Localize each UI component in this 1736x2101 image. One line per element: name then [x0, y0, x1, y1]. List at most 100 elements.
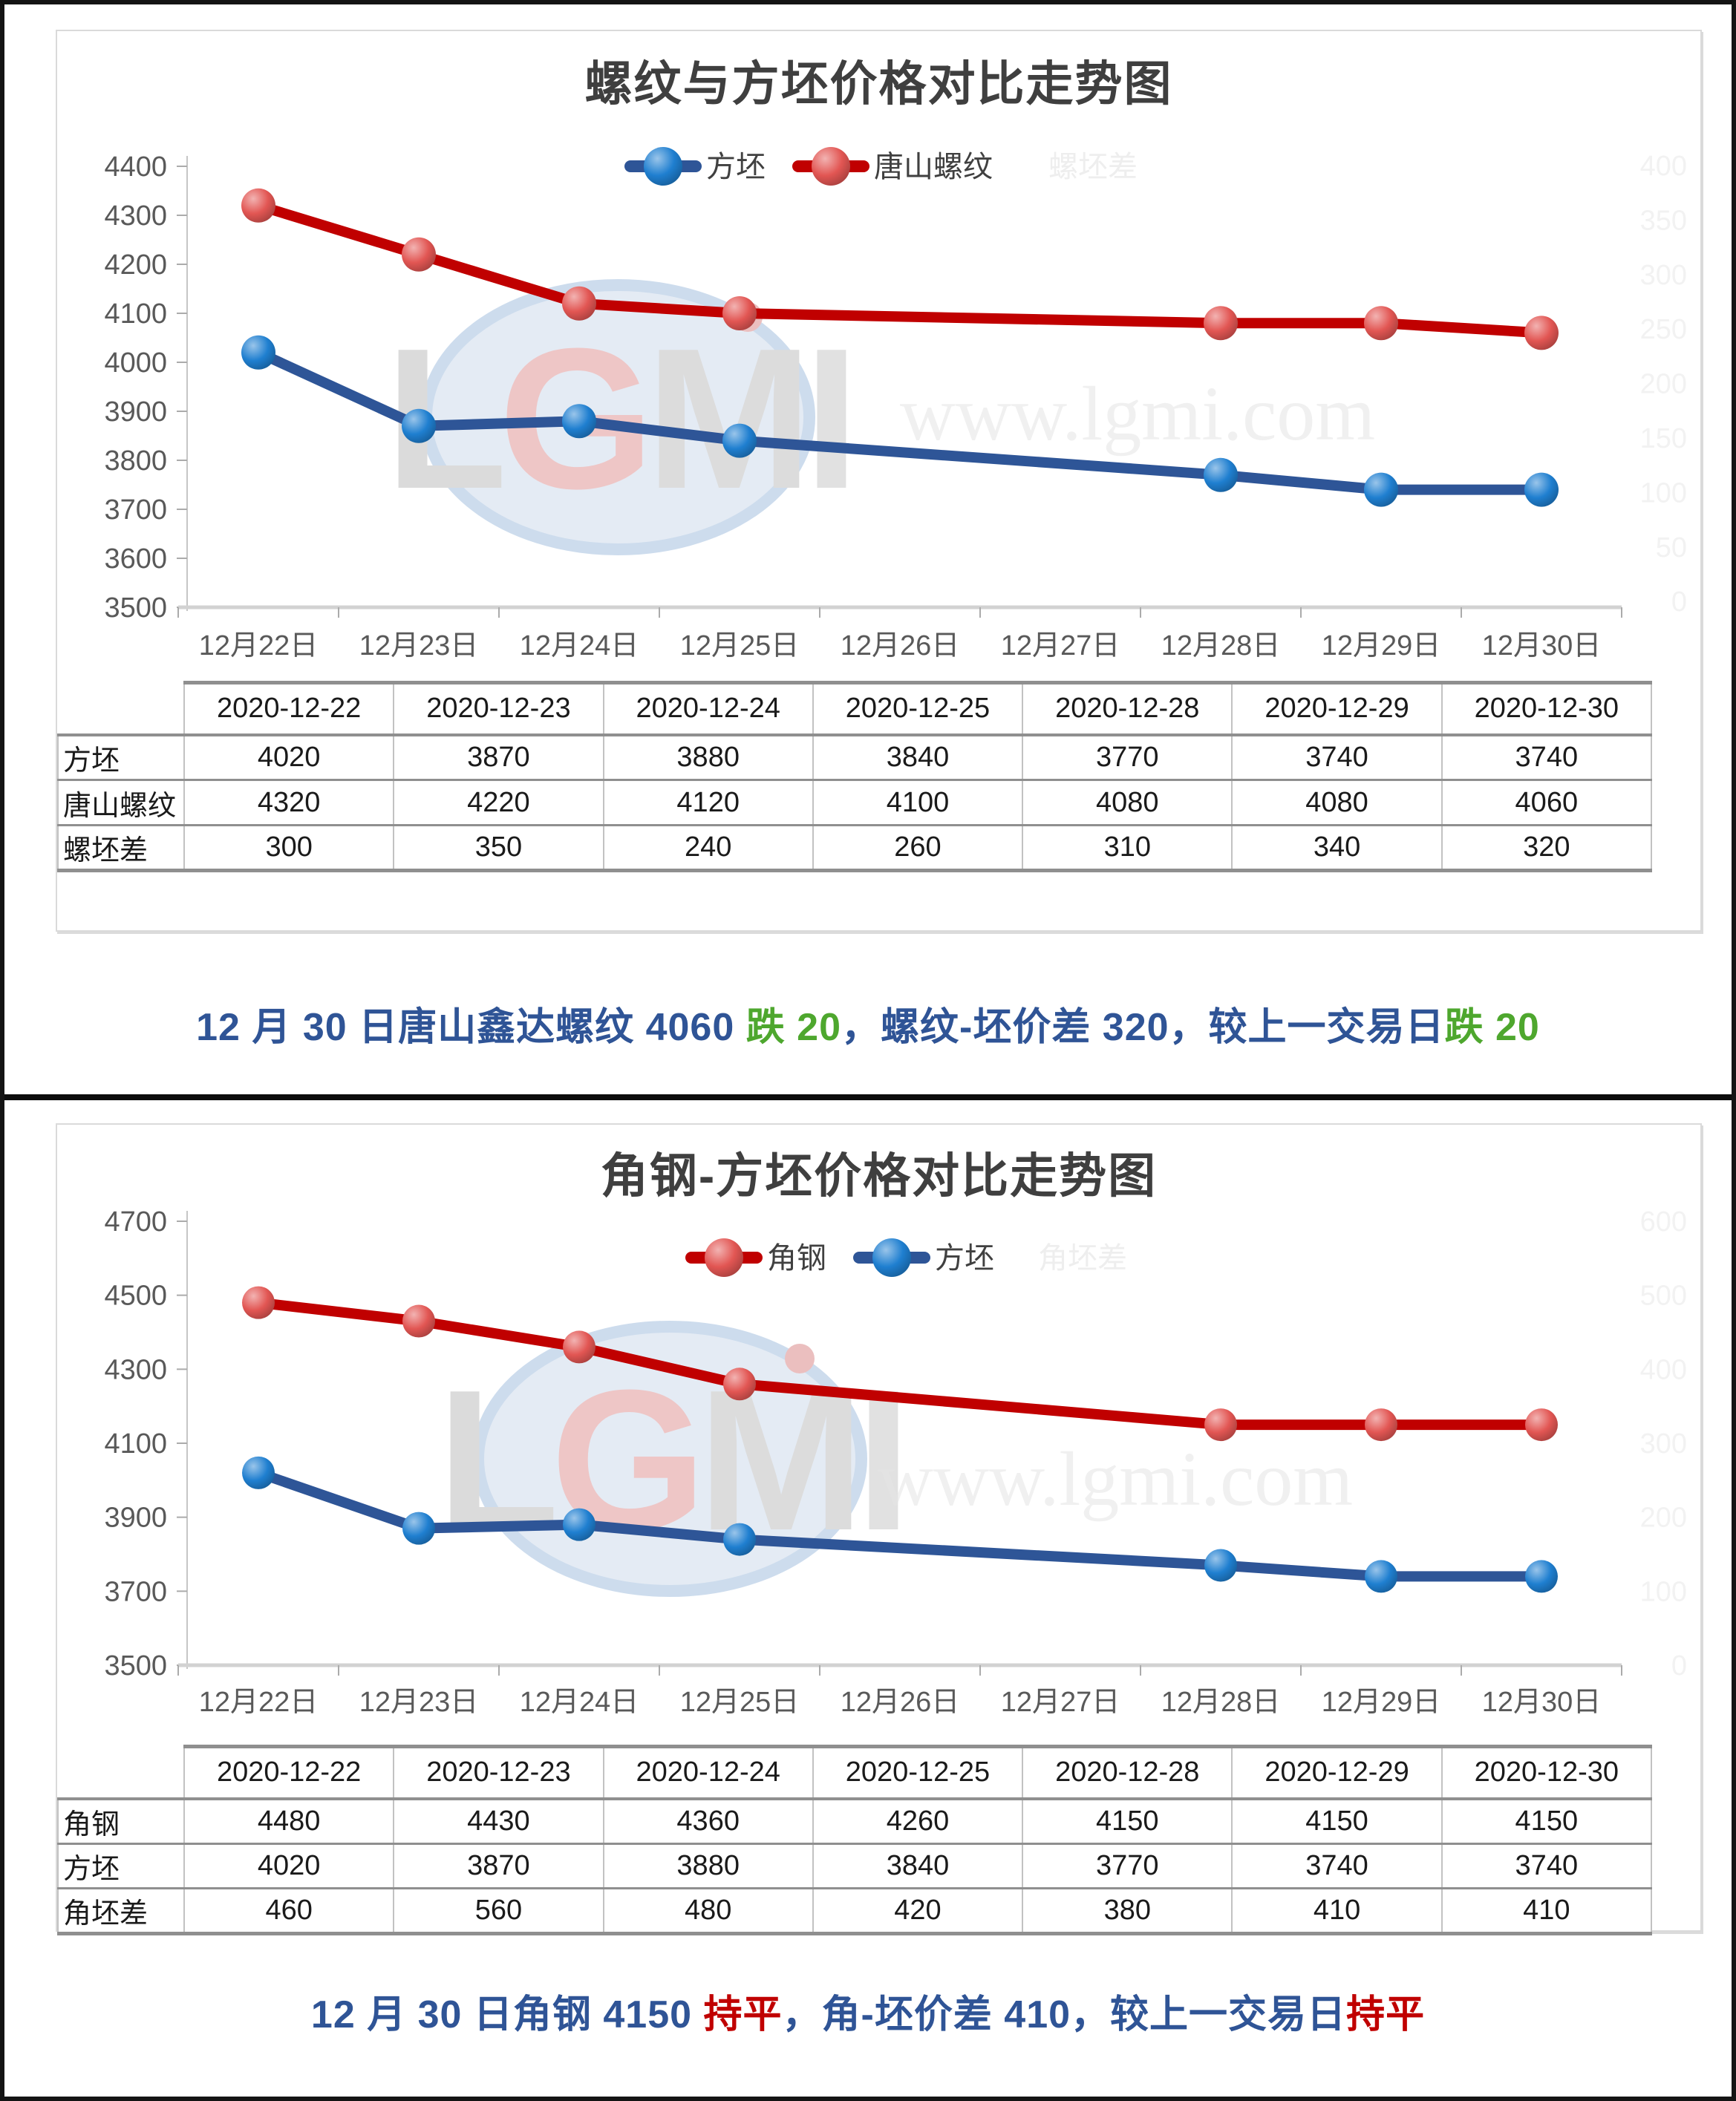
table-header-row: 2020-12-22 2020-12-23 2020-12-24 2020-12-25…	[58, 1745, 1652, 1800]
table-row: 方坯 4020 3870 3880 3840 3770 3740 3740	[57, 1842, 1652, 1889]
data-point-marker	[242, 1286, 275, 1319]
summary-angle: 12 月 30 日角钢 4150 持平，角-坯价差 410，较上一交易日持平	[4, 1984, 1732, 2046]
y-axis-label: 4400	[104, 151, 167, 183]
x-axis-label: 12月29日	[1322, 630, 1441, 661]
series-方坯	[242, 1456, 1558, 1593]
table-cell: 4150	[1231, 1797, 1443, 1845]
table-cell: 560	[393, 1886, 604, 1935]
ghost-secondary-axis-label: 400	[1640, 1354, 1687, 1385]
table-cell: 3740	[1440, 1842, 1652, 1889]
legend-marker-point	[644, 147, 682, 186]
summary-text-segment: 跌 20	[745, 1006, 842, 1049]
ghost-secondary-axis-label: 150	[1640, 423, 1687, 454]
data-point-marker	[402, 1304, 435, 1338]
table-cell: 350	[393, 824, 604, 872]
ghost-secondary-axis-label: 300	[1640, 1428, 1687, 1460]
table-cell: 420	[812, 1886, 1024, 1935]
data-point-marker	[402, 237, 436, 272]
ghost-secondary-axis-label: 200	[1640, 1503, 1687, 1534]
table-row-label: 螺坯差	[57, 824, 185, 872]
ghost-secondary-axis-label: 200	[1640, 369, 1687, 400]
series-角钢	[242, 1286, 1558, 1442]
data-point-marker	[1524, 316, 1559, 350]
legend-item-label: 角钢	[767, 1242, 826, 1275]
x-axis-label: 12月22日	[199, 1687, 319, 1718]
ghost-secondary-axis-label: 600	[1640, 1206, 1687, 1238]
data-point-marker	[563, 1330, 595, 1364]
ghost-legend-label: 螺坯差	[1048, 151, 1138, 183]
x-axis-label: 12月27日	[1001, 630, 1120, 661]
chart-title-angle-billet: 角钢-方坯价格对比走势图	[600, 1149, 1158, 1203]
table-cell: 4080	[1022, 779, 1233, 826]
table-cell: 410	[1440, 1886, 1652, 1935]
table-row-label: 角坯差	[57, 1886, 185, 1935]
table-col-header: 2020-12-23	[393, 681, 604, 736]
table-col-header: 2020-12-24	[602, 681, 814, 736]
table-cell: 4480	[183, 1797, 395, 1845]
table-cell: 4100	[812, 779, 1024, 826]
x-axis-label: 12月25日	[680, 1687, 800, 1718]
data-point-marker	[1365, 1408, 1397, 1442]
x-axis-label: 12月30日	[1482, 1687, 1602, 1718]
rebar-billet-data-table: 2020-12-22 2020-12-23 2020-12-24 2020-12-25…	[57, 681, 1652, 872]
table-cell: 480	[602, 1886, 814, 1935]
y-axis-label: 3700	[104, 1576, 167, 1607]
data-point-marker	[402, 408, 436, 443]
y-axis-label: 3900	[104, 1503, 167, 1534]
table-cell: 3870	[393, 733, 604, 781]
data-point-marker	[723, 1523, 756, 1556]
x-axis-label: 12月22日	[199, 630, 319, 661]
data-point-marker	[1204, 306, 1238, 341]
ghost-legend-label: 角坯差	[1038, 1242, 1127, 1275]
chart-legend: 方坯 唐山螺纹 螺坯差	[624, 147, 1138, 186]
table-col-header: 2020-12-28	[1022, 681, 1233, 736]
table-row: 角钢 4480 4430 4360 4260 4150 4150 4150	[57, 1797, 1652, 1845]
data-point-marker	[241, 335, 275, 370]
legend-marker-point	[872, 1238, 911, 1277]
x-axis-label: 12月24日	[520, 1687, 639, 1718]
table-cell: 240	[602, 824, 814, 872]
y-axis-label: 4200	[104, 249, 167, 281]
table-col-header: 2020-12-25	[812, 1745, 1024, 1800]
y-axis-label: 3900	[104, 396, 167, 428]
rebar-billet-chart: LGMI www.lgmi.com 400 350 300 250 200 150 100 50 0…	[104, 147, 1687, 661]
table-col-header: 2020-12-22	[183, 681, 395, 736]
table-cell: 320	[1440, 824, 1652, 872]
table-cell: 460	[183, 1886, 395, 1935]
data-point-marker	[402, 1512, 435, 1545]
table-corner-cell	[58, 682, 185, 736]
summary-text-segment: 跌 20	[1444, 1006, 1540, 1049]
table-cell: 3740	[1440, 733, 1652, 781]
data-point-marker	[562, 286, 596, 321]
table-row-label: 方坯	[57, 1842, 185, 1889]
x-axis-label: 12月26日	[841, 1687, 960, 1718]
table-cell: 3880	[602, 733, 814, 781]
data-point-marker	[1364, 306, 1398, 341]
watermark-logo-text: LGMI	[385, 307, 851, 531]
data-point-marker	[722, 423, 757, 458]
ghost-secondary-axis-label: 50	[1656, 532, 1687, 563]
table-cell: 310	[1022, 824, 1233, 872]
data-point-marker	[1365, 1560, 1397, 1593]
data-point-marker	[1525, 1408, 1558, 1442]
x-axis-label: 12月23日	[359, 630, 479, 661]
section-divider	[4, 1094, 1732, 1100]
table-header-row: 2020-12-22 2020-12-23 2020-12-24 2020-12-25…	[58, 681, 1652, 736]
summary-rebar: 12 月 30 日唐山鑫达螺纹 4060 跌 20，螺纹-坯价差 320，较上一…	[4, 996, 1732, 1059]
summary-text-segment: ，螺纹-坯价差 320，较上一交易日	[841, 1006, 1445, 1049]
table-cell: 4220	[393, 779, 604, 826]
table-cell: 4260	[812, 1797, 1024, 1845]
watermark-url: www.lgmi.com	[900, 371, 1375, 457]
table-col-header: 2020-12-24	[602, 1745, 814, 1800]
ghost-secondary-axis-label: 250	[1640, 314, 1687, 345]
y-axis-label: 3500	[104, 592, 167, 624]
watermark-logo-dot	[785, 1344, 815, 1373]
table-cell: 4150	[1022, 1797, 1233, 1845]
x-axis-label: 12月29日	[1322, 1687, 1441, 1718]
ghost-secondary-axis-label: 350	[1640, 205, 1687, 236]
x-axis-label: 12月30日	[1482, 630, 1602, 661]
x-axis-label: 12月28日	[1161, 630, 1281, 661]
table-corner-cell	[58, 1746, 185, 1800]
data-point-marker	[1364, 472, 1398, 507]
